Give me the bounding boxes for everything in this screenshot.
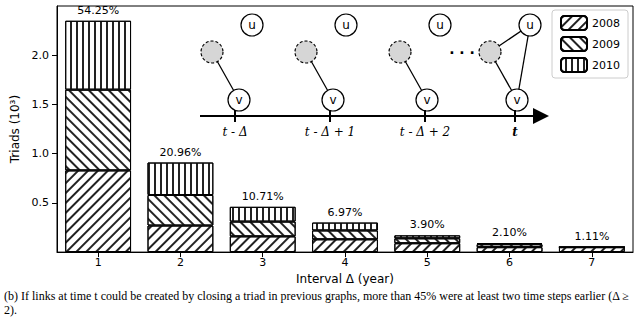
svg-text:t - Δ: t - Δ: [222, 125, 247, 139]
svg-text:v: v: [423, 93, 430, 107]
svg-text:0.5: 0.5: [32, 196, 50, 209]
svg-text:u: u: [436, 18, 444, 32]
svg-text:· · ·: · · ·: [449, 45, 475, 61]
svg-text:u: u: [526, 18, 534, 32]
svg-text:3.90%: 3.90%: [410, 218, 445, 231]
svg-text:5: 5: [424, 256, 431, 269]
svg-text:t - Δ + 2: t - Δ + 2: [400, 125, 451, 139]
svg-text:2.10%: 2.10%: [492, 226, 527, 239]
svg-text:t - Δ + 1: t - Δ + 1: [305, 125, 356, 139]
svg-text:Interval Δ (year): Interval Δ (year): [296, 272, 394, 286]
svg-text:u: u: [248, 18, 256, 32]
svg-text:3: 3: [259, 256, 266, 269]
svg-text:20.96%: 20.96%: [159, 146, 201, 159]
svg-text:1.11%: 1.11%: [574, 230, 609, 243]
svg-text:1: 1: [95, 256, 102, 269]
svg-text:2008: 2008: [592, 17, 620, 30]
svg-text:6.97%: 6.97%: [328, 206, 363, 219]
svg-text:v: v: [329, 93, 336, 107]
svg-text:10.71%: 10.71%: [242, 190, 284, 203]
svg-text:2009: 2009: [592, 38, 620, 51]
svg-text:2.0: 2.0: [32, 49, 50, 62]
svg-text:t: t: [512, 125, 518, 139]
svg-text:1.5: 1.5: [32, 98, 50, 111]
html-text:(b) If links at time t could b: (b) If links at time t could be created …: [4, 289, 629, 317]
svg-text:7: 7: [588, 256, 595, 269]
svg-text:Triads (10³): Triads (10³): [8, 95, 22, 164]
svg-text:6: 6: [506, 256, 513, 269]
svg-text:v: v: [513, 93, 520, 107]
svg-text:v: v: [235, 93, 242, 107]
svg-text:u: u: [342, 18, 350, 32]
svg-text:1.0: 1.0: [32, 147, 50, 160]
svg-text:2: 2: [177, 256, 184, 269]
svg-text:4: 4: [342, 256, 349, 269]
svg-text:54.25%: 54.25%: [77, 4, 119, 17]
svg-text:2010: 2010: [592, 59, 620, 72]
